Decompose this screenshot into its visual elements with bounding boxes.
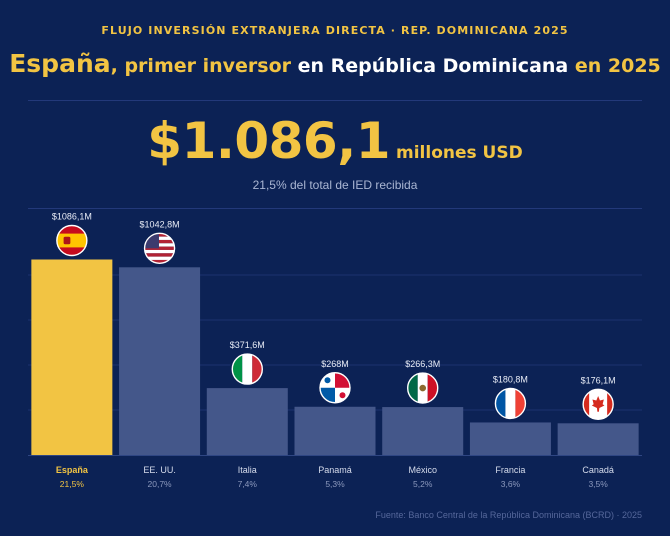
bar — [206, 388, 288, 455]
share-label: 5,2% — [413, 479, 433, 489]
panama-flag-icon — [317, 370, 353, 405]
kicker-title: FLUJO INVERSIÓN EXTRANJERA DIRECTA · REP… — [101, 24, 569, 37]
category-label: EE. UU. — [143, 465, 176, 475]
category-label: Canadá — [582, 465, 614, 475]
value-label: $180,8M — [493, 374, 528, 384]
category-label: México — [408, 465, 437, 475]
italy-flag-icon — [230, 352, 265, 387]
headline-part2: en República Dominicana — [297, 55, 569, 77]
value-label: $268M — [321, 359, 349, 369]
highlight-unit: millones USD — [396, 143, 523, 163]
value-label: $1042,8M — [140, 219, 180, 229]
france-flag-icon — [493, 386, 528, 421]
share-label: 20,7% — [148, 479, 173, 489]
mexico-flag-icon — [405, 370, 440, 406]
bar — [119, 267, 201, 455]
headline-part1: , primer inversor — [110, 55, 298, 77]
bar — [294, 406, 376, 455]
value-label: $371,6M — [230, 340, 265, 350]
spain-flag-icon — [54, 223, 89, 258]
value-label: $176,1M — [581, 375, 616, 385]
value-label: $1086,1M — [52, 212, 92, 222]
bar — [557, 423, 639, 455]
usa-flag-icon — [142, 231, 177, 266]
highlight-share: 21,5% del total de IED recibida — [252, 178, 418, 192]
canada-flag-icon — [581, 387, 616, 422]
share-label: 5,3% — [325, 479, 345, 489]
divider-top — [28, 100, 642, 101]
source-note: Fuente: Banco Central de la República Do… — [375, 510, 642, 520]
headline-country: España — [9, 49, 111, 78]
category-label: Panamá — [318, 465, 352, 475]
share-label: 3,6% — [501, 479, 521, 489]
bar — [382, 407, 464, 455]
share-label: 7,4% — [238, 479, 258, 489]
highlight-amount: $1.086,1 — [147, 112, 391, 170]
bar — [31, 259, 113, 455]
divider-mid — [28, 208, 642, 209]
highlight-figure: $1.086,1 millones USD — [0, 112, 670, 170]
category-label: Francia — [495, 465, 525, 475]
bar — [469, 422, 551, 455]
category-label: España — [56, 465, 89, 475]
value-label: $266,3M — [405, 359, 440, 369]
share-label: 3,5% — [588, 479, 608, 489]
headline: España, primer inversor en República Dom… — [0, 49, 670, 78]
headline-part3: en 2025 — [568, 55, 661, 77]
category-label: Italia — [238, 465, 257, 475]
share-label: 21,5% — [60, 479, 85, 489]
